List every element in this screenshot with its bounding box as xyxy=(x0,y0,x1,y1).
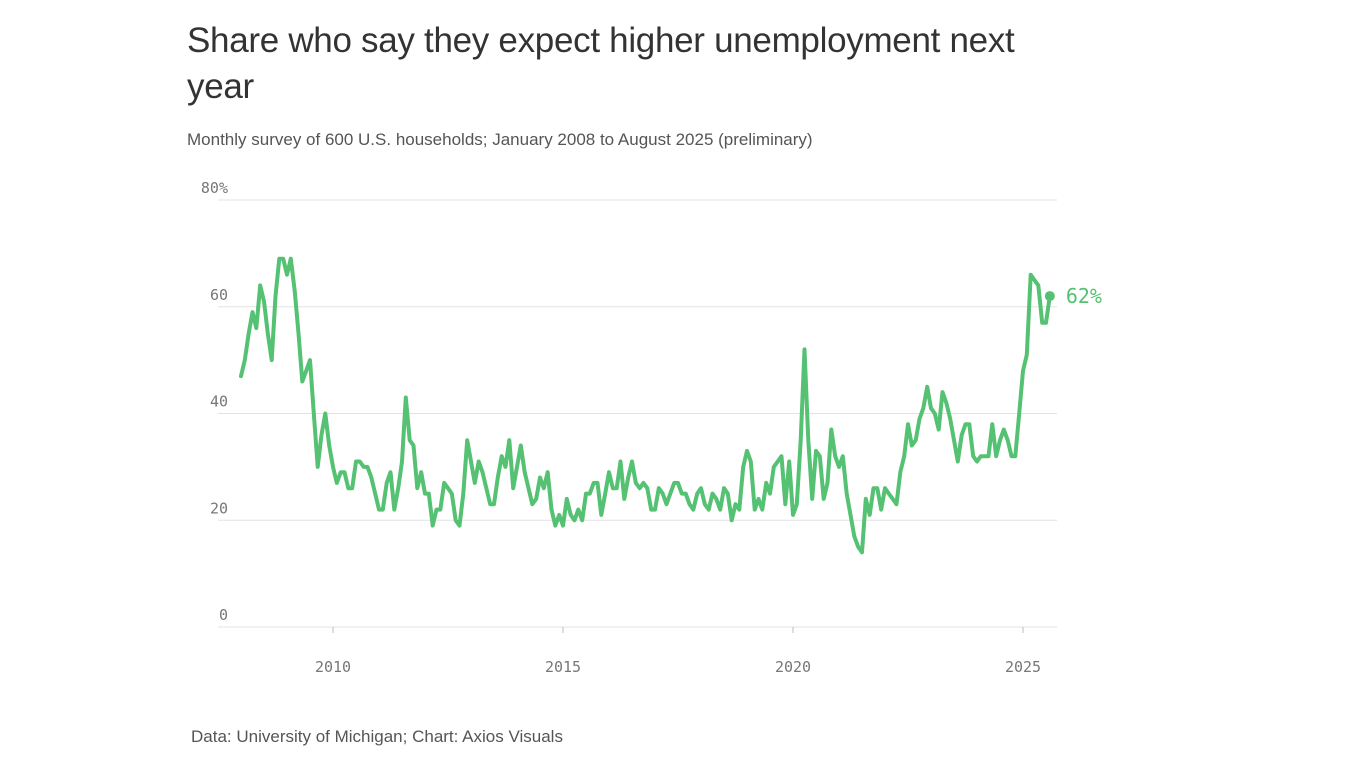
end-point-marker xyxy=(1044,291,1055,302)
x-tick-label: 2020 xyxy=(775,658,811,676)
chart-subtitle: Monthly survey of 600 U.S. households; J… xyxy=(187,130,813,149)
x-tick-label: 2025 xyxy=(1005,658,1041,676)
x-tick-label: 2015 xyxy=(545,658,581,676)
x-axis-ticks: 2010 2015 2020 2025 xyxy=(315,627,1041,676)
y-tick-label: 0 xyxy=(219,606,228,624)
end-value-label: 62% xyxy=(1066,284,1102,308)
y-tick-label: 20 xyxy=(210,499,228,517)
y-axis-ticks: 0 20 40 60 80% xyxy=(201,179,228,624)
source-note: Data: University of Michigan; Chart: Axi… xyxy=(191,727,563,746)
series-line xyxy=(239,256,1052,555)
chart-title: Share who say they expect higher unemplo… xyxy=(187,21,1015,106)
x-tick-label: 2010 xyxy=(315,658,351,676)
y-tick-label: 60 xyxy=(210,286,228,304)
y-tick-label: 80% xyxy=(201,179,228,197)
gridlines xyxy=(218,199,1057,628)
y-tick-label: 40 xyxy=(210,393,228,411)
